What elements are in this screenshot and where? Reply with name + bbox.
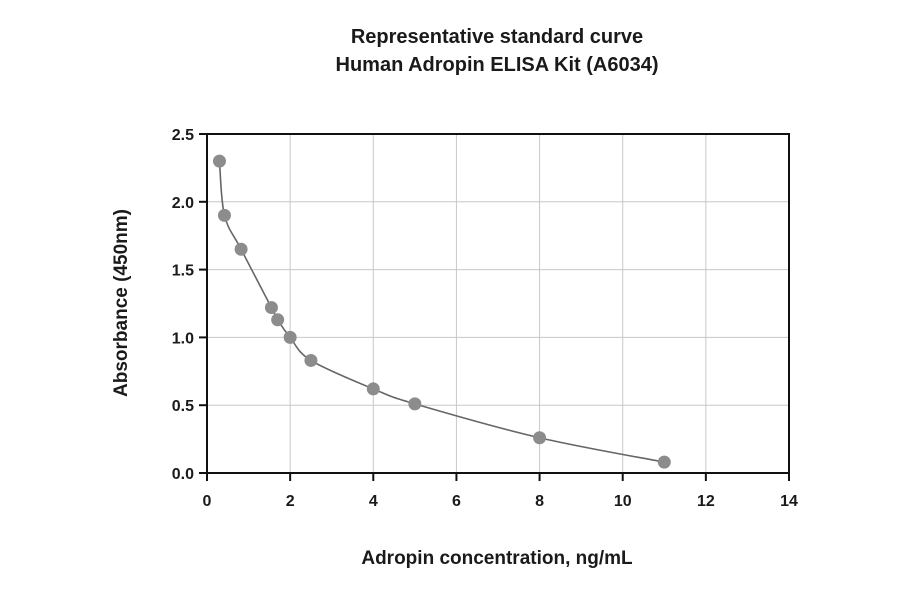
y-axis-ticks: 0.0 0.5 1.0 1.5 2.0 2.5 [172, 127, 207, 483]
data-point [217, 208, 231, 222]
y-tick-label: 1.0 [172, 330, 194, 347]
y-tick-label: 2.5 [172, 127, 194, 144]
y-tick-label: 2.0 [172, 195, 194, 212]
y-axis-title: Absorbance (450nm) [111, 209, 132, 397]
x-axis-ticks: 0 2 4 6 8 10 12 14 [203, 473, 798, 510]
chart-subtitle: Human Adropin ELISA Kit (A6034) [336, 54, 659, 76]
x-tick-label: 14 [780, 493, 798, 510]
y-tick-label: 0.0 [172, 466, 194, 483]
x-axis-title: Adropin concentration, ng/mL [361, 548, 633, 569]
data-series [212, 154, 671, 469]
x-tick-label: 2 [286, 493, 295, 510]
x-tick-label: 12 [697, 493, 715, 510]
x-tick-label: 8 [535, 493, 544, 510]
chart-title: Representative standard curve [351, 26, 643, 48]
x-tick-label: 0 [203, 493, 212, 510]
y-tick-label: 1.5 [172, 263, 194, 280]
data-point [212, 154, 226, 168]
fitted-curve [218, 161, 665, 463]
data-point [533, 431, 547, 445]
data-point [271, 313, 285, 327]
data-point [408, 397, 422, 411]
data-point [283, 330, 297, 344]
x-tick-label: 4 [369, 493, 378, 510]
data-point [366, 382, 380, 396]
axes [206, 133, 790, 474]
y-tick-label: 0.5 [172, 398, 194, 415]
data-point [304, 353, 318, 367]
data-point [234, 242, 248, 256]
plot-frame [206, 133, 790, 474]
x-tick-label: 6 [452, 493, 461, 510]
data-point [657, 455, 671, 469]
x-tick-label: 10 [614, 493, 632, 510]
grid [207, 134, 789, 473]
data-point [264, 301, 278, 315]
